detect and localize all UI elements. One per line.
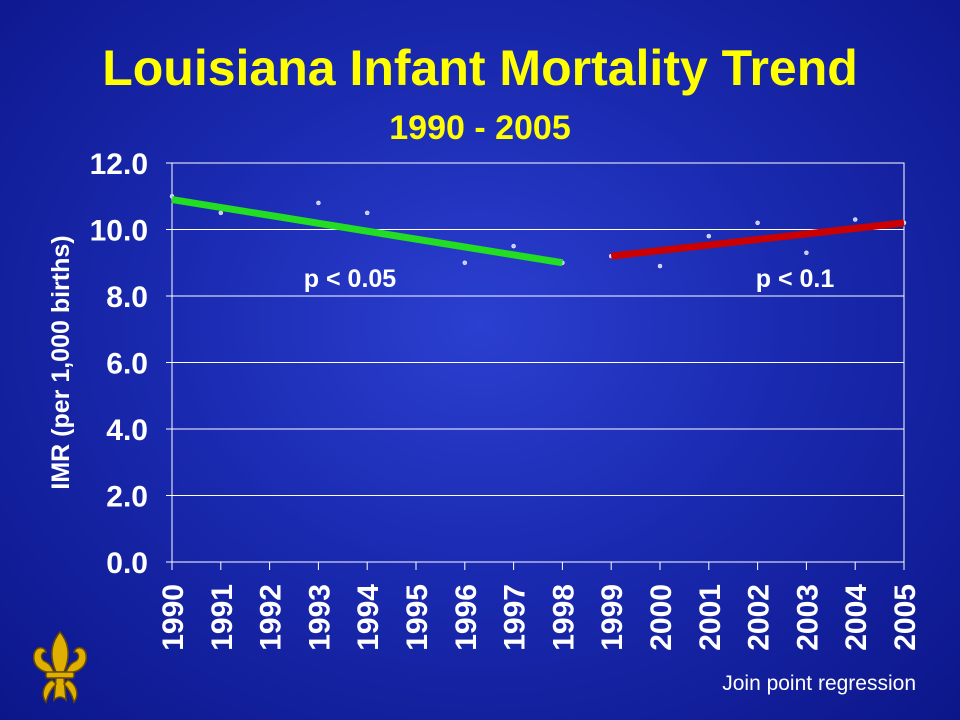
data-point — [462, 260, 468, 265]
x-tick-label: 2003 — [791, 584, 824, 651]
x-tick-label: 1993 — [303, 584, 336, 651]
segment2-p-value: p < 0.1 — [756, 265, 835, 293]
x-tick-label: 1992 — [255, 584, 288, 651]
y-tick-label: 10.0 — [90, 215, 148, 248]
data-point — [804, 250, 809, 256]
x-tick-label: 2005 — [889, 584, 922, 651]
data-point — [706, 233, 712, 239]
data-point — [755, 220, 760, 226]
footnote: Join point regression — [722, 672, 916, 695]
y-tick-label: 2.0 — [106, 481, 148, 514]
x-tick-label: 2004 — [840, 584, 873, 651]
segment1-p-value: p < 0.05 — [304, 265, 397, 293]
data-point — [852, 217, 858, 222]
x-tick-label: 1991 — [206, 584, 239, 651]
x-tick-label: 1994 — [352, 584, 385, 651]
y-tick-label: 12.0 — [90, 148, 148, 181]
data-point — [657, 263, 663, 269]
data-point — [511, 243, 516, 249]
x-tick-label: 1995 — [401, 584, 434, 651]
y-tick-label: 0.0 — [106, 547, 148, 580]
x-tick-label: 2000 — [645, 584, 678, 651]
trend-segment-line — [171, 196, 563, 267]
slide-title: Louisiana Infant Mortality Trend — [102, 40, 858, 96]
x-tick-label: 1990 — [157, 584, 190, 651]
data-point — [364, 210, 370, 216]
x-tick-label: 1997 — [499, 584, 532, 651]
trend-segment-line — [610, 219, 905, 260]
x-tick-label: 1996 — [450, 584, 483, 651]
x-tick-label: 1998 — [547, 584, 580, 651]
y-tick-label: 8.0 — [106, 281, 148, 314]
y-tick-label: 4.0 — [106, 414, 148, 447]
data-point — [218, 210, 224, 216]
x-tick-label: 2002 — [743, 584, 776, 651]
y-tick-label: 6.0 — [106, 348, 148, 381]
x-tick-label: 1999 — [596, 584, 629, 651]
data-point — [316, 200, 321, 206]
slide-subtitle: 1990 - 2005 — [389, 109, 571, 147]
fleur-de-lis-icon — [33, 630, 87, 704]
x-tick-label: 2001 — [694, 584, 727, 651]
y-axis-label: IMR (per 1,000 births) — [47, 235, 75, 489]
